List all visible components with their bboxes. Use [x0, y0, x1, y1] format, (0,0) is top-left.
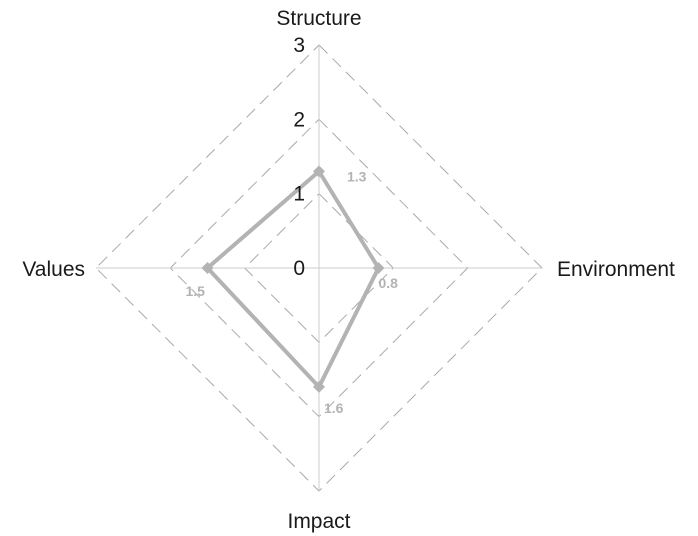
tick-label-1: 1 [293, 183, 305, 206]
data-label-impact: 1.6 [324, 400, 344, 416]
data-point-structure [313, 165, 325, 178]
data-label-environment: 0.8 [378, 275, 398, 291]
spoke-layer [96, 45, 542, 491]
axis-label-environment: Environment [557, 258, 675, 281]
axis-label-values: Values [22, 258, 85, 281]
axis-label-impact: Impact [287, 510, 350, 533]
data-point-values [201, 262, 214, 274]
data-point-impact [313, 380, 325, 393]
tick-label-3: 3 [293, 34, 305, 57]
data-point-environment [372, 262, 385, 274]
axis-label-structure: Structure [276, 7, 361, 30]
data-label-structure: 1.3 [347, 168, 367, 184]
series-layer [201, 165, 385, 393]
tick-label-2: 2 [293, 108, 305, 131]
label-layer: Structure Environment Impact Values 0 1 2 3 1.3 0… [22, 7, 675, 533]
data-label-values: 1.5 [186, 283, 206, 299]
tick-label-0: 0 [293, 257, 305, 280]
